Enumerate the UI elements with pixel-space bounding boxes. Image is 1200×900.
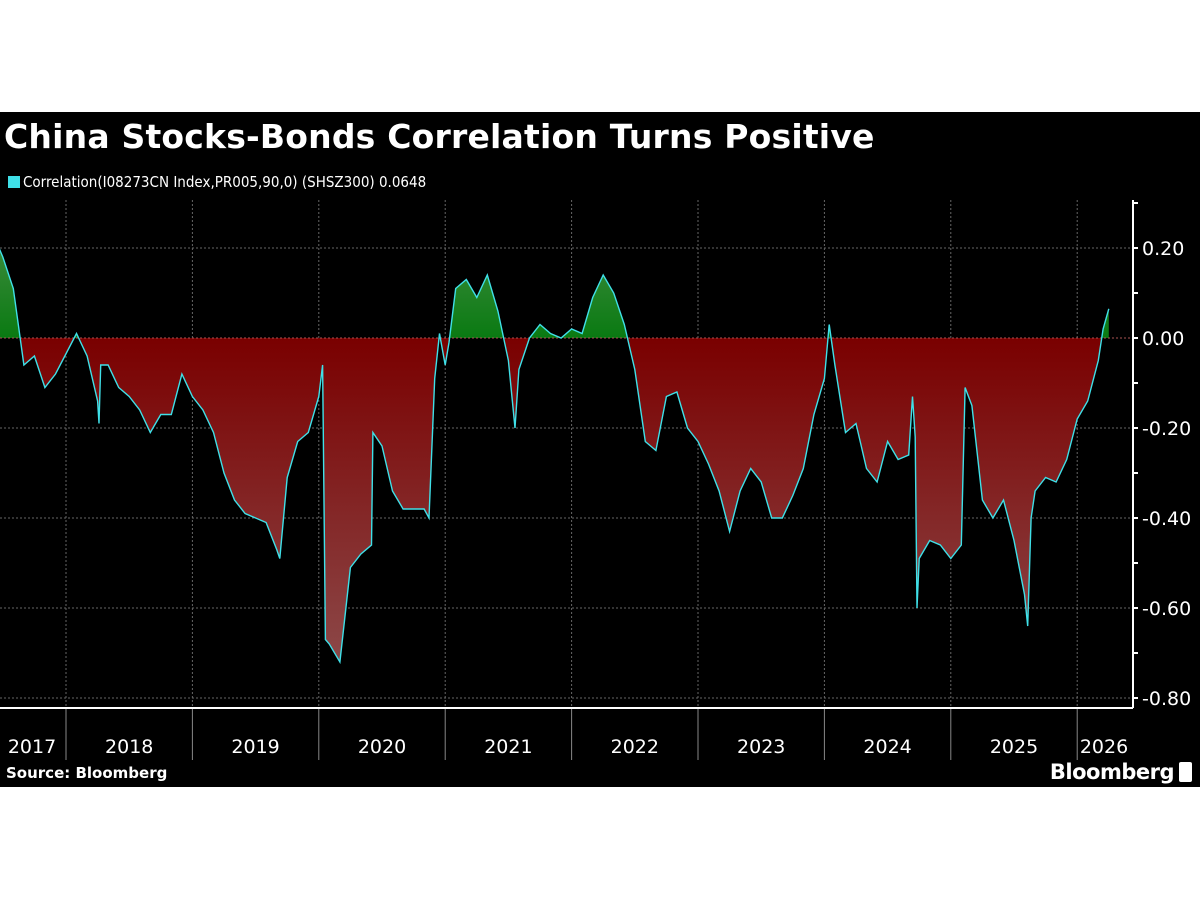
chart-title: China Stocks-Bonds Correlation Turns Pos… — [4, 117, 875, 156]
y-tick-label: 0.20 — [1142, 238, 1184, 260]
legend-swatch — [8, 176, 20, 188]
series-line — [0, 248, 1110, 665]
negative-area — [0, 338, 1109, 662]
legend: Correlation(I08273CN Index,PR005,90,0) (… — [8, 173, 426, 191]
x-tick-label: 2021 — [484, 736, 532, 758]
y-tick-label: -0.60 — [1142, 598, 1191, 620]
x-tick-label: 2020 — [358, 736, 406, 758]
brand-logo: Bloomberg — [1050, 760, 1192, 784]
source-note: Source: Bloomberg — [6, 764, 168, 782]
y-tick-label: -0.20 — [1142, 418, 1191, 440]
x-tick-label: 2025 — [990, 736, 1038, 758]
x-tick-label: 2024 — [863, 736, 911, 758]
x-tick-label: 2026 — [1080, 736, 1128, 758]
y-tick-label: 0.00 — [1142, 328, 1184, 350]
legend-label: Correlation(I08273CN Index,PR005,90,0) (… — [23, 173, 427, 191]
y-tick-label: -0.40 — [1142, 508, 1191, 530]
x-tick-label: 2018 — [105, 736, 153, 758]
x-tick-label: 2019 — [231, 736, 279, 758]
brand-name: Bloomberg — [1049, 760, 1175, 784]
x-tick-label: 2023 — [737, 736, 785, 758]
bloomberg-chart-icon — [1179, 762, 1192, 782]
x-tick-label: 2017 — [8, 736, 56, 758]
x-tick-label: 2022 — [611, 736, 659, 758]
y-tick-label: -0.80 — [1142, 688, 1191, 710]
